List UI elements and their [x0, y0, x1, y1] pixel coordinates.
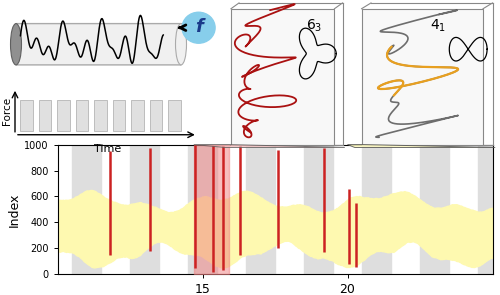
- Text: f: f: [194, 18, 202, 36]
- FancyBboxPatch shape: [231, 9, 334, 145]
- Y-axis label: Force: Force: [2, 96, 12, 125]
- Bar: [304, 145, 333, 274]
- FancyBboxPatch shape: [362, 9, 483, 145]
- Y-axis label: Index: Index: [8, 192, 21, 227]
- Bar: [168, 100, 181, 131]
- Bar: [420, 145, 449, 274]
- Bar: [130, 145, 159, 274]
- Bar: [131, 100, 144, 131]
- Text: $6_3$: $6_3$: [306, 17, 322, 34]
- Bar: [38, 100, 52, 131]
- Text: $4_1$: $4_1$: [430, 17, 446, 34]
- Text: Time: Time: [94, 144, 121, 154]
- Circle shape: [182, 12, 215, 43]
- Bar: [76, 100, 88, 131]
- Bar: [112, 100, 126, 131]
- Ellipse shape: [176, 24, 186, 65]
- Bar: [478, 145, 500, 274]
- Bar: [150, 100, 162, 131]
- Bar: [72, 145, 101, 274]
- Bar: [246, 145, 275, 274]
- Ellipse shape: [10, 24, 22, 65]
- FancyBboxPatch shape: [16, 24, 181, 65]
- Bar: [20, 100, 33, 131]
- Bar: [188, 145, 217, 274]
- Bar: [94, 100, 107, 131]
- Bar: [57, 100, 70, 131]
- Bar: [362, 145, 391, 274]
